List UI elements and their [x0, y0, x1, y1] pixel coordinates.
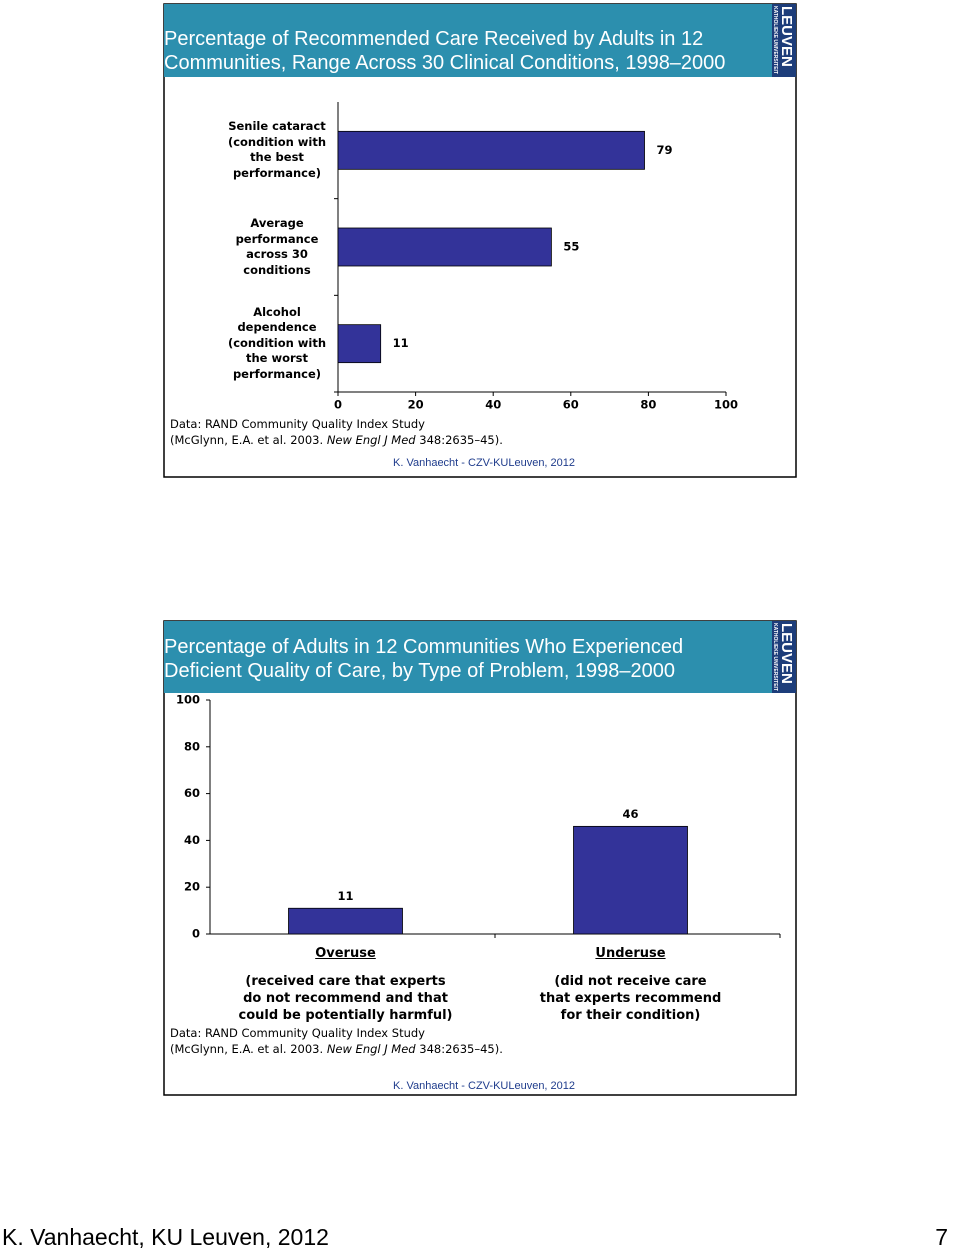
logo-bar	[772, 4, 796, 77]
header-bar	[164, 4, 772, 77]
category-label: Underuse	[551, 946, 711, 962]
source-line: (McGlynn, E.A. et al. 2003. New Engl J M…	[170, 1042, 503, 1058]
source-part: (McGlynn, E.A. et al. 2003.	[170, 432, 327, 447]
category-name: Overuse	[315, 946, 376, 961]
category-description: (received care that experts do not recom…	[238, 974, 453, 1023]
header-bar	[164, 621, 772, 693]
bar	[337, 130, 645, 170]
source-journal: New Engl J Med	[326, 1041, 416, 1056]
x-tick-label: 40	[485, 398, 501, 412]
credit: K. Vanhaecht - CZV-KULeuven, 2012	[393, 1080, 576, 1092]
source-part: 348:2635–45).	[415, 432, 503, 447]
source-line: (McGlynn, E.A. et al. 2003. New Engl J M…	[170, 433, 503, 449]
bar	[573, 825, 688, 935]
value-label: 79	[657, 143, 673, 157]
category-label: Senile cataract (condition with the best…	[227, 119, 327, 180]
footer-left: K. Vanhaecht, KU Leuven, 2012	[2, 1224, 329, 1250]
y-tick-label: 100	[176, 693, 200, 707]
x-tick-label: 80	[640, 398, 656, 412]
category-description: (did not receive care that experts recom…	[539, 974, 722, 1023]
source-part: (McGlynn, E.A. et al. 2003.	[170, 1041, 327, 1056]
x-tick-label: 100	[714, 398, 738, 412]
slide-title: Percentage of Recommended Care Received …	[164, 28, 726, 74]
category-name: Underuse	[595, 946, 666, 961]
category-label: Alcohol dependence (condition with the w…	[227, 304, 327, 381]
logo-name: LEUVEN	[778, 6, 795, 67]
y-tick-label: 20	[184, 880, 200, 894]
source-line: Data: RAND Community Quality Index Study	[170, 1026, 425, 1040]
logo-bar	[772, 621, 796, 693]
category-label: Average performance across 30 conditions	[235, 216, 319, 277]
bar	[288, 907, 403, 935]
value-label: 11	[393, 336, 409, 350]
bar	[337, 324, 382, 364]
x-tick-label: 20	[408, 398, 424, 412]
y-tick-label: 40	[184, 833, 200, 847]
logo-name: LEUVEN	[778, 623, 795, 684]
slide-title: Percentage of Adults in 12 Communities W…	[164, 636, 684, 682]
x-tick-label: 0	[334, 398, 342, 412]
page-number: 7	[935, 1224, 948, 1250]
bar	[337, 227, 552, 267]
y-tick-label: 80	[184, 739, 200, 753]
logo-subtitle: KATHOLIEKE UNIVERSITEIT	[772, 623, 778, 691]
source-line: Data: RAND Community Quality Index Study	[170, 417, 425, 431]
x-tick-label: 60	[563, 398, 579, 412]
y-tick-label: 60	[184, 786, 200, 800]
credit: K. Vanhaecht - CZV-KULeuven, 2012	[393, 457, 576, 469]
source-part: 348:2635–45).	[415, 1041, 503, 1056]
y-tick-label: 0	[192, 927, 200, 941]
source-journal: New Engl J Med	[326, 432, 416, 447]
value-label: 11	[337, 889, 353, 903]
value-label: 46	[622, 807, 638, 821]
category-label: Overuse	[266, 946, 426, 962]
value-label: 55	[563, 240, 579, 254]
logo-subtitle: KATHOLIEKE UNIVERSITEIT	[772, 6, 778, 74]
